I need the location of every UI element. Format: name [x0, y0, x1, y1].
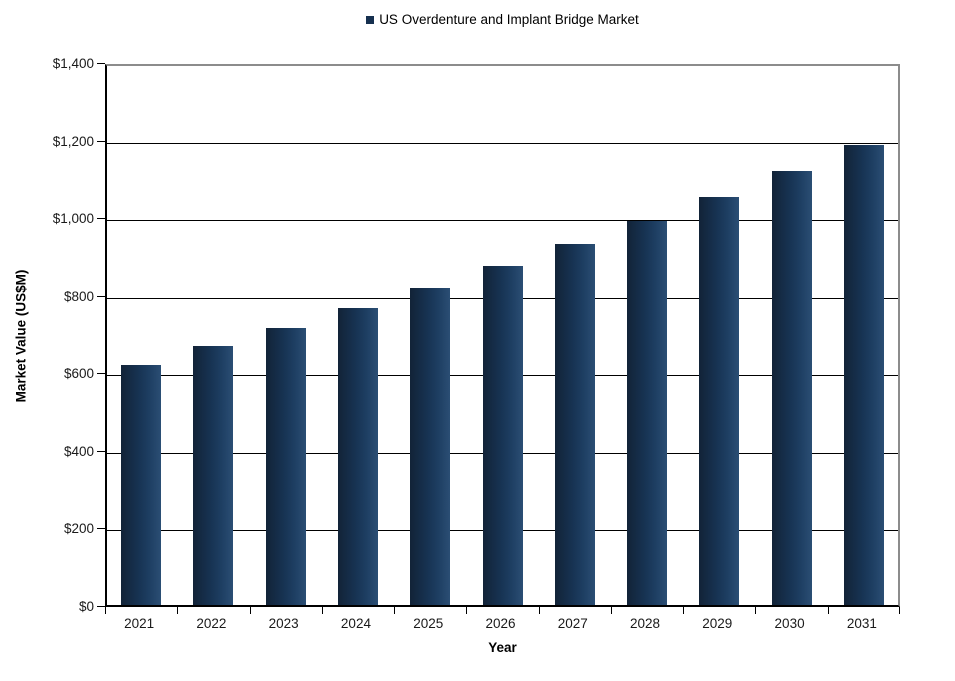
legend: US Overdenture and Implant Bridge Market [105, 12, 900, 27]
y-tick-label-1200: $1,200 [52, 133, 94, 149]
legend-series-marker-icon [366, 15, 375, 24]
y-tick-200 [97, 528, 105, 530]
y-tick-label-0: $0 [78, 599, 94, 614]
x-tick-6 [539, 607, 540, 614]
y-tick-label-200: $200 [63, 521, 94, 537]
x-tick-label-2031: 2031 [846, 616, 877, 631]
y-tick-0 [97, 606, 105, 607]
bar-2021 [121, 364, 162, 605]
y-tick-label-1400: $1,400 [52, 56, 94, 71]
gridline-1200 [107, 142, 898, 144]
bar-2031 [843, 145, 884, 605]
y-tick-1400 [97, 63, 105, 64]
x-tick-5 [466, 607, 467, 614]
bar-2030 [771, 171, 812, 605]
x-tick-4 [394, 607, 395, 614]
x-tick-label-2024: 2024 [340, 616, 371, 631]
bar-2029 [699, 196, 740, 605]
bar-2026 [482, 265, 523, 605]
bar-2028 [627, 221, 668, 605]
x-tick-label-2029: 2029 [702, 616, 733, 631]
x-axis-title: Year [488, 640, 517, 655]
bar-2023 [265, 327, 306, 605]
x-tick-label-2022: 2022 [196, 616, 227, 631]
y-tick-1200 [97, 140, 105, 142]
x-tick-9 [755, 607, 756, 614]
bar-2024 [337, 307, 378, 605]
bar-2025 [410, 287, 451, 605]
x-tick-label-2023: 2023 [268, 616, 299, 631]
y-tick-label-600: $600 [63, 366, 94, 382]
y-tick-1000 [97, 218, 105, 220]
gridline-1000 [107, 220, 898, 222]
x-tick-0 [105, 607, 106, 614]
bar-2027 [554, 243, 595, 605]
y-tick-800 [97, 295, 105, 297]
x-tick-3 [322, 607, 323, 614]
y-tick-600 [97, 373, 105, 375]
y-tick-400 [97, 450, 105, 452]
x-tick-2 [250, 607, 251, 614]
x-tick-1 [177, 607, 178, 614]
x-tick-label-2027: 2027 [557, 616, 588, 631]
x-tick-label-2025: 2025 [413, 616, 444, 631]
x-tick-label-2021: 2021 [124, 616, 155, 631]
x-tick-8 [683, 607, 684, 614]
plot-area [105, 64, 900, 607]
x-tick-label-2028: 2028 [630, 616, 661, 631]
legend-series-label: US Overdenture and Implant Bridge Market [379, 12, 639, 27]
x-tick-label-2026: 2026 [485, 616, 516, 631]
y-tick-label-400: $400 [63, 443, 94, 459]
y-tick-label-1000: $1,000 [52, 211, 94, 227]
x-tick-10 [828, 607, 829, 614]
x-tick-label-2030: 2030 [774, 616, 805, 631]
x-tick-11 [899, 607, 900, 614]
y-tick-label-800: $800 [63, 288, 94, 304]
x-tick-7 [611, 607, 612, 614]
bar-2022 [193, 346, 234, 605]
